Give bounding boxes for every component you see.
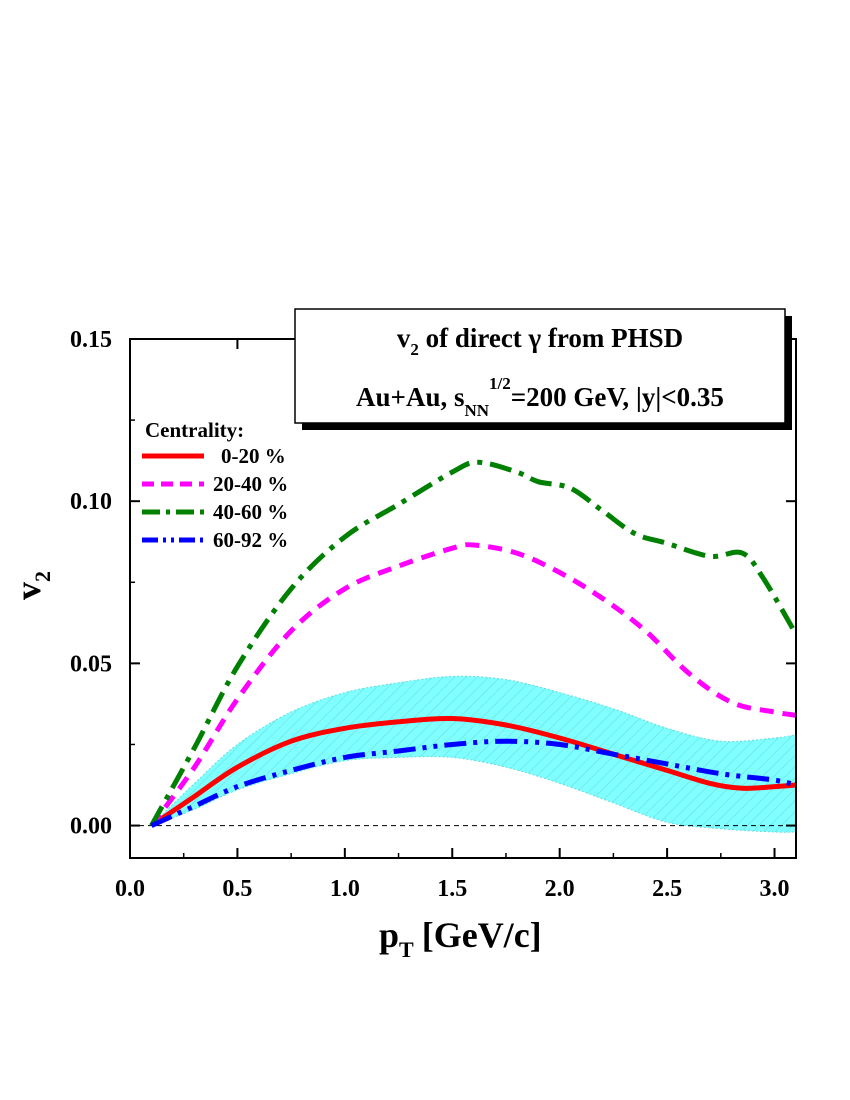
y-tick-label: 0.00 <box>70 814 112 840</box>
x-tick-label: 2.5 <box>652 876 682 902</box>
title-box: v2 of direct γ from PHSD Au+Au, sNN1/2=2… <box>294 308 792 430</box>
series-line-20-40 <box>149 542 796 828</box>
legend-label: 0-20 % <box>221 444 286 468</box>
title-line-2: Au+Au, sNN1/2=200 GeV, |y|<0.35 <box>356 374 724 420</box>
series-line-0-20 <box>150 715 796 828</box>
x-tick-label: 0.0 <box>115 876 145 902</box>
series-layer <box>149 459 796 828</box>
legend-label: 60-92 % <box>213 528 288 552</box>
y-tick-label: 0.15 <box>70 327 112 353</box>
y-tick-label: 0.10 <box>70 489 112 515</box>
legend-label: 20-40 % <box>213 472 288 496</box>
series-line-60-92 <box>150 738 796 828</box>
legend-title: Centrality: <box>145 418 244 442</box>
x-axis-label: pT [GeV/c] <box>379 915 542 962</box>
x-tick-label: 1.5 <box>437 876 467 902</box>
y-tick-label: 0.05 <box>70 651 112 677</box>
title-box-frame <box>294 308 786 424</box>
y-axis: 0.00 0.05 0.10 0.15 <box>70 327 796 840</box>
legend-label: 40-60 % <box>213 500 288 524</box>
series-line-40-60 <box>149 459 796 827</box>
uncertainty-band-hatch <box>151 676 796 833</box>
title-line-1: v2 of direct γ from PHSD <box>397 323 683 359</box>
x-tick-label: 3.0 <box>760 876 790 902</box>
x-tick-label: 1.0 <box>330 876 360 902</box>
x-tick-label: 2.0 <box>545 876 575 902</box>
legend: Centrality: 0-20 % 20-40 % 40-60 % 60-92 % <box>142 418 288 552</box>
y-axis-label: v2 <box>8 571 55 600</box>
x-axis: 0.0 0.5 1.0 1.5 2.0 2.5 3.0 <box>115 339 790 902</box>
x-tick-label: 0.5 <box>222 876 252 902</box>
